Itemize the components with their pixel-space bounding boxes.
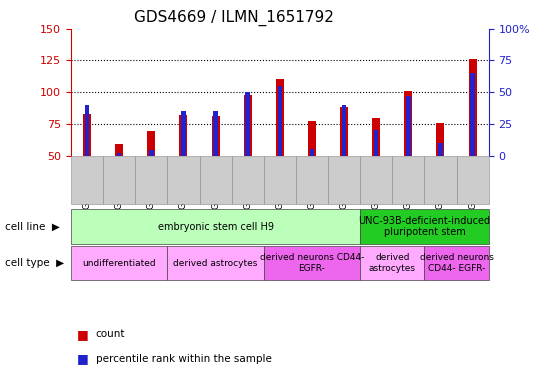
Bar [85, 105, 89, 156]
Text: percentile rank within the sample: percentile rank within the sample [96, 354, 271, 364]
Text: derived neurons CD44-
EGFR-: derived neurons CD44- EGFR- [260, 253, 364, 273]
Text: GDS4669 / ILMN_1651792: GDS4669 / ILMN_1651792 [134, 10, 334, 26]
Bar [246, 92, 250, 156]
Text: cell type  ▶: cell type ▶ [5, 258, 64, 268]
Text: derived astrocytes: derived astrocytes [174, 258, 258, 268]
Text: undifferentiated: undifferentiated [82, 258, 156, 268]
Bar [117, 153, 121, 156]
Bar [310, 149, 314, 156]
Text: ■: ■ [76, 328, 88, 341]
Bar [149, 151, 153, 156]
Bar [471, 73, 475, 156]
Bar [244, 95, 252, 156]
Bar [342, 105, 346, 156]
Bar [276, 79, 284, 156]
Text: derived neurons
CD44- EGFR-: derived neurons CD44- EGFR- [420, 253, 494, 273]
Text: embryonic stem cell H9: embryonic stem cell H9 [158, 222, 274, 232]
Bar [115, 144, 123, 156]
Bar [405, 91, 412, 156]
Bar [468, 59, 477, 156]
Bar [147, 131, 155, 156]
Bar [340, 108, 348, 156]
Bar [83, 114, 91, 156]
Bar [180, 115, 187, 156]
Bar [374, 130, 378, 156]
Bar [406, 96, 411, 156]
Bar [438, 143, 443, 156]
Text: derived
astrocytes: derived astrocytes [369, 253, 416, 273]
Text: UNC-93B-deficient-induced
pluripotent stem: UNC-93B-deficient-induced pluripotent st… [358, 216, 490, 237]
Bar [277, 86, 282, 156]
Bar [211, 116, 219, 156]
Text: cell line  ▶: cell line ▶ [5, 222, 61, 232]
Text: ■: ■ [76, 353, 88, 366]
Text: count: count [96, 329, 125, 339]
Bar [308, 121, 316, 156]
Bar [181, 111, 186, 156]
Bar [436, 122, 444, 156]
Bar [372, 118, 380, 156]
Bar [213, 111, 218, 156]
